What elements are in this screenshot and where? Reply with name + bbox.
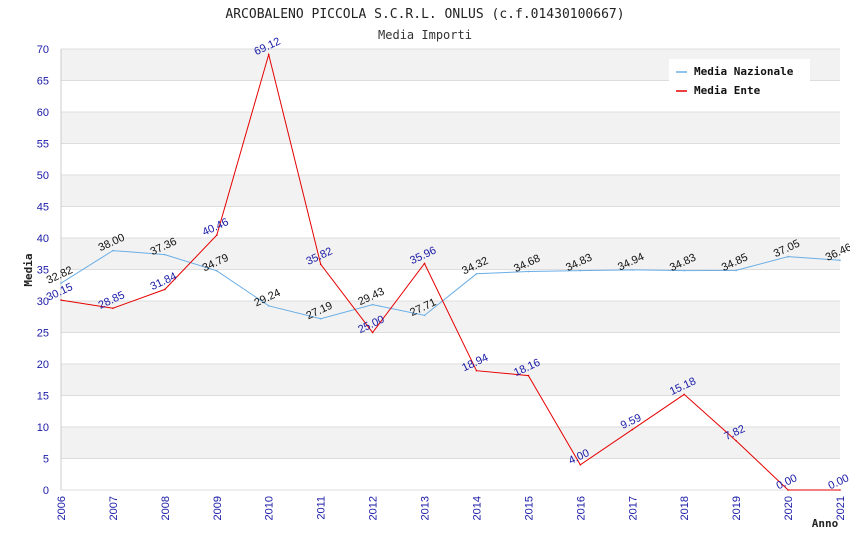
series-line-media-ente [60,52,840,491]
point-media-nazionale [579,269,582,272]
x-tick-label: 2019 [731,496,743,520]
y-tick-label: 65 [37,76,49,88]
x-tick-label: 2012 [368,496,380,520]
legend-label-nazionale: Media Nazionale [694,65,794,78]
point-media-ente [216,234,218,236]
x-tick-label: 2010 [264,496,276,520]
x-tick-label: 2017 [627,496,639,520]
x-tick-label: 2021 [835,496,847,520]
y-tick-label: 0 [43,485,49,497]
point-media-nazionale [839,259,841,262]
point-media-ente [527,374,530,377]
y-tick-label: 60 [37,107,49,119]
legend: Media Nazionale Media Ente [669,59,810,103]
point-media-ente [787,489,789,491]
y-axis-label: Media [22,253,35,286]
point-media-nazionale [371,303,374,306]
point-media-nazionale [319,317,322,320]
grid-band [61,238,840,270]
y-tick-label: 50 [37,170,49,182]
x-tick-label: 2013 [420,496,432,520]
point-media-nazionale [683,269,685,272]
y-tick-label: 45 [37,202,49,214]
point-media-ente [631,428,634,431]
point-media-ente [579,464,582,466]
grid-band [61,364,840,396]
x-tick-label: 2018 [679,496,691,520]
point-media-nazionale [423,314,426,317]
point-media-ente [683,393,685,396]
y-axis-ticks: 0 5 10 15 20 25 30 35 40 45 50 55 60 65 70 [37,44,49,497]
gridlines [60,48,840,491]
chart-subtitle: Media Importi [378,28,472,42]
point-media-ente [112,307,114,310]
y-tick-label: 35 [37,265,49,277]
data-label-ente: 40.46 [201,216,231,239]
y-tick-label: 55 [37,139,49,151]
x-tick-label: 2015 [523,496,535,520]
x-tick-label: 2014 [471,496,483,520]
point-media-nazionale [112,249,114,252]
legend-label-ente: Media Ente [694,84,761,97]
point-media-nazionale [527,270,530,273]
point-media-ente [267,53,270,56]
point-media-ente [164,288,166,291]
point-media-nazionale [267,304,270,307]
point-media-ente [735,439,737,442]
y-tick-label: 20 [37,359,49,371]
grid-band [61,112,840,144]
y-tick-label: 5 [43,454,49,466]
series-lines [60,52,841,491]
x-axis-label: Anno [812,517,839,530]
x-tick-label: 2007 [108,496,120,520]
legend-box [669,59,810,103]
point-media-nazionale [216,270,218,272]
point-media-nazionale [787,255,789,258]
x-tick-label: 2016 [575,496,587,520]
point-media-nazionale [164,253,166,256]
x-tick-label: 2009 [212,496,224,520]
grid-band [61,427,840,459]
y-tick-label: 25 [37,328,49,340]
x-axis-ticks: 2006 2007 2008 2009 2010 2011 2012 2013 2014 2015… [56,496,847,520]
grid-bands [61,49,840,459]
x-tick-label: 2006 [56,496,68,520]
x-tick-label: 2011 [316,496,328,520]
point-media-nazionale [60,282,62,285]
point-media-ente [371,331,374,334]
point-media-ente [319,263,322,266]
grid-band [61,175,840,207]
y-tick-label: 30 [37,296,49,308]
x-tick-label: 2020 [783,496,795,520]
y-tick-label: 15 [37,391,49,403]
point-media-ente [839,489,841,491]
point-media-nazionale [631,269,634,271]
point-media-ente [423,262,426,265]
x-tick-label: 2008 [160,496,172,520]
y-tick-label: 40 [37,233,49,245]
point-media-ente [475,369,478,372]
point-media-ente [60,299,62,301]
point-media-nazionale [735,269,737,272]
y-tick-label: 10 [37,422,49,434]
point-media-nazionale [475,272,478,275]
y-tick-label: 70 [37,44,49,56]
data-label-ente: 0.00 [826,472,850,492]
chart-title: ARCOBALENO PICCOLA S.C.R.L. ONLUS (c.f.0… [225,7,624,22]
